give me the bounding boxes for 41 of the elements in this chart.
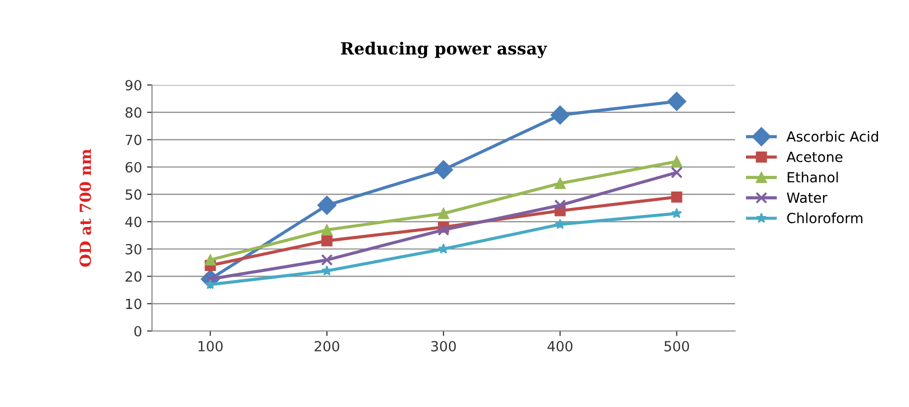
- y-axis-title: OD at 700 nm: [80, 149, 92, 267]
- point: [322, 265, 332, 276]
- legend-label: Acetone: [786, 152, 842, 162]
- point: [321, 235, 332, 246]
- y-tick-label: 50: [126, 189, 142, 200]
- legend-label: Water: [786, 192, 828, 203]
- y-tick-label: 90: [125, 80, 142, 90]
- x-tick-label: 300: [431, 340, 456, 352]
- legend-label: Ascorbic Acid: [786, 130, 878, 142]
- point: [670, 166, 683, 178]
- x-tick-label: 500: [664, 340, 690, 352]
- y-tick-label: 0: [134, 326, 142, 336]
- point: [321, 224, 332, 236]
- y-tick-label: 70: [126, 134, 142, 146]
- point: [320, 254, 333, 266]
- point: [554, 218, 566, 230]
- point: [438, 224, 450, 236]
- x-tick-label: 200: [314, 340, 340, 352]
- point: [671, 156, 682, 168]
- point: [204, 254, 216, 266]
- x-tick-label: 100: [198, 340, 223, 352]
- y-tick-label: 10: [126, 298, 142, 310]
- point: [550, 106, 570, 125]
- point: [671, 208, 682, 218]
- point: [438, 243, 449, 254]
- y-tick-label: 20: [126, 271, 142, 282]
- point: [554, 178, 566, 189]
- point: [667, 92, 686, 111]
- point: [317, 196, 336, 215]
- y-tick-label: 60: [126, 162, 142, 172]
- chart-title: Reducing power assay: [340, 42, 548, 58]
- y-tick-label: 80: [126, 107, 142, 118]
- y-tick-label: 40: [125, 216, 142, 228]
- x-tick-label: 400: [548, 340, 572, 352]
- point: [434, 160, 454, 180]
- point: [671, 192, 682, 203]
- point: [438, 208, 450, 220]
- legend-label: Ethanol: [788, 172, 838, 183]
- legend-label: Chloroform: [787, 212, 862, 224]
- y-tick-label: 30: [126, 244, 142, 254]
- point: [554, 199, 566, 212]
